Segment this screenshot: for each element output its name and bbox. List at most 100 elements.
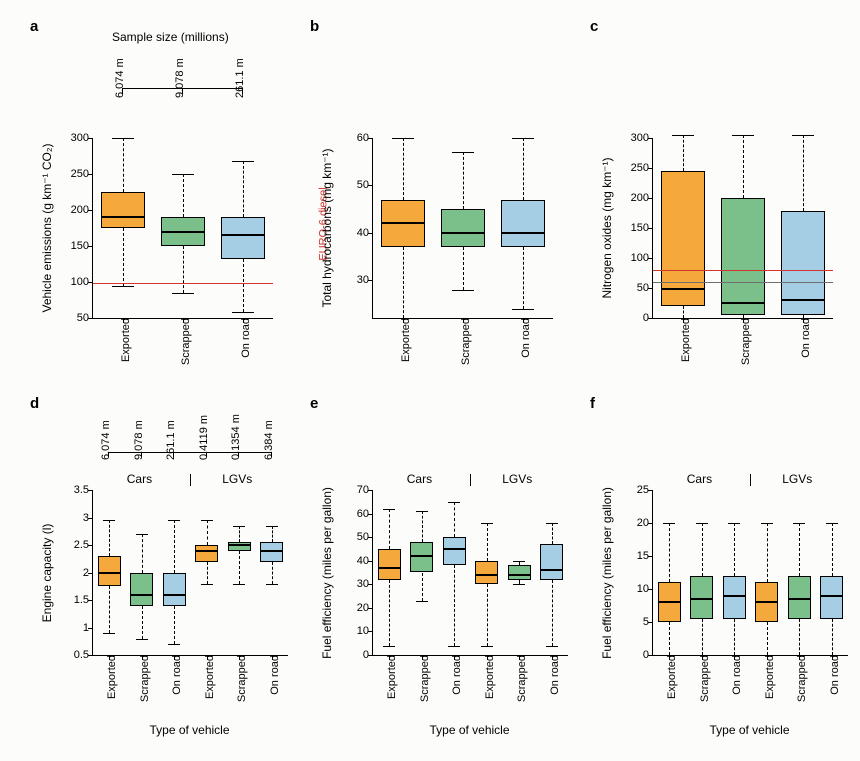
xlabel-d: Type of vehicle <box>149 723 229 737</box>
panel-label-e: e <box>310 395 318 412</box>
sample-title: Sample size (millions) <box>112 30 229 44</box>
group-lgvs: LGVs <box>222 472 252 486</box>
box <box>508 565 531 579</box>
xtick: Exported <box>114 318 132 362</box>
panel-label-b: b <box>310 18 319 35</box>
ylabel-c: Nitrogen oxides (mg km⁻¹) <box>600 157 614 298</box>
ytick: 1 <box>83 622 93 634</box>
panel-b: b 30405060Total hydrocarbons (mg km⁻¹)Exp… <box>310 18 570 348</box>
box <box>443 537 466 565</box>
ytick: 50 <box>77 312 93 324</box>
ytick: 150 <box>631 222 653 234</box>
box <box>441 209 484 247</box>
panel-label-f: f <box>590 395 595 412</box>
ylabel-a: Vehicle emissions (g km⁻¹ CO₂) <box>40 143 54 312</box>
ytick: 60 <box>357 508 373 520</box>
box <box>723 576 746 619</box>
ylabel-e: Fuel efficiency (miles per gallon) <box>320 487 334 659</box>
box <box>410 542 433 573</box>
box <box>661 171 704 306</box>
ytick: 250 <box>631 162 653 174</box>
xtick: Scrapped <box>454 318 472 365</box>
xtick: On road <box>165 655 183 695</box>
box <box>195 545 218 562</box>
ylabel-b: Total hydrocarbons (mg km⁻¹) <box>320 148 334 307</box>
xtick: Scrapped <box>510 655 528 702</box>
xtick: Exported <box>674 318 692 362</box>
plot-b: 30405060Total hydrocarbons (mg km⁻¹)Expo… <box>372 138 553 319</box>
plot-c: 050100150200250300Nitrogen oxides (mg km… <box>652 138 833 319</box>
ytick: 150 <box>71 240 93 252</box>
xtick: On road <box>514 318 532 358</box>
box <box>475 561 498 585</box>
ytick: 40 <box>357 227 373 239</box>
ytick: 20 <box>637 517 653 529</box>
ytick: 50 <box>637 282 653 294</box>
group-lgvs: LGVs <box>782 472 812 486</box>
ytick: 25 <box>637 484 653 496</box>
ylabel-d: Engine capacity (l) <box>40 523 54 622</box>
xtick: On road <box>445 655 463 695</box>
xtick: Exported <box>758 655 776 699</box>
xtick: Exported <box>198 655 216 699</box>
panel-d: d0.511.522.533.5Engine capacity (l)Expor… <box>30 395 290 745</box>
sample-val: 261.1 m <box>234 58 246 98</box>
xtick: Scrapped <box>790 655 808 702</box>
sample-val: 6.384 m <box>263 420 275 460</box>
xtick: Exported <box>478 655 496 699</box>
ytick: 100 <box>71 276 93 288</box>
ytick: 3 <box>83 512 93 524</box>
xtick: Exported <box>394 318 412 362</box>
xtick: Scrapped <box>734 318 752 365</box>
group-cars: Cars <box>407 472 432 486</box>
panel-c: c 050100150200250300Nitrogen oxides (mg k… <box>590 18 850 348</box>
sample-val: 9.078 m <box>174 58 186 98</box>
xtick: Scrapped <box>693 655 711 702</box>
ytick: 40 <box>357 555 373 567</box>
ytick: 5 <box>643 616 653 628</box>
xtick: On road <box>725 655 743 695</box>
xtick: On road <box>263 655 281 695</box>
box <box>163 573 186 606</box>
xtick: On road <box>234 318 252 358</box>
sample-val: 9.078 m <box>133 420 145 460</box>
xtick: Scrapped <box>174 318 192 365</box>
ytick: 1.5 <box>74 594 93 606</box>
ytick: 250 <box>71 168 93 180</box>
ytick: 200 <box>71 204 93 216</box>
panel-a: a 50100150200250300Vehicle emissions (g k… <box>30 18 290 348</box>
xlabel-f: Type of vehicle <box>709 723 789 737</box>
xtick: Scrapped <box>133 655 151 702</box>
ytick: 100 <box>631 252 653 264</box>
ytick: 10 <box>637 583 653 595</box>
ytick: 50 <box>357 531 373 543</box>
plot-a: 50100150200250300Vehicle emissions (g km… <box>92 138 273 319</box>
ytick: 2.5 <box>74 539 93 551</box>
group-lgvs: LGVs <box>502 472 532 486</box>
panel-label-d: d <box>30 395 39 412</box>
box <box>378 549 401 580</box>
ytick: 50 <box>357 179 373 191</box>
ytick: 15 <box>637 550 653 562</box>
xtick: Scrapped <box>413 655 431 702</box>
box <box>820 576 843 619</box>
group-cars: Cars <box>127 472 152 486</box>
box <box>221 217 264 259</box>
ytick: 2 <box>83 567 93 579</box>
sample-val: 0.4119 m <box>198 415 210 460</box>
ytick: 70 <box>357 484 373 496</box>
sample-val: 0.1354 m <box>230 414 242 460</box>
box <box>130 573 153 606</box>
panel-label-c: c <box>590 18 598 35</box>
ytick: 0 <box>363 649 373 661</box>
xtick: Scrapped <box>230 655 248 702</box>
ytick: 3.5 <box>74 484 93 496</box>
ytick: 30 <box>357 274 373 286</box>
ytick: 300 <box>631 132 653 144</box>
box <box>501 200 544 247</box>
panel-label-a: a <box>30 18 38 35</box>
xtick: Exported <box>380 655 398 699</box>
box <box>721 198 764 315</box>
ytick: 30 <box>357 578 373 590</box>
ytick: 60 <box>357 132 373 144</box>
